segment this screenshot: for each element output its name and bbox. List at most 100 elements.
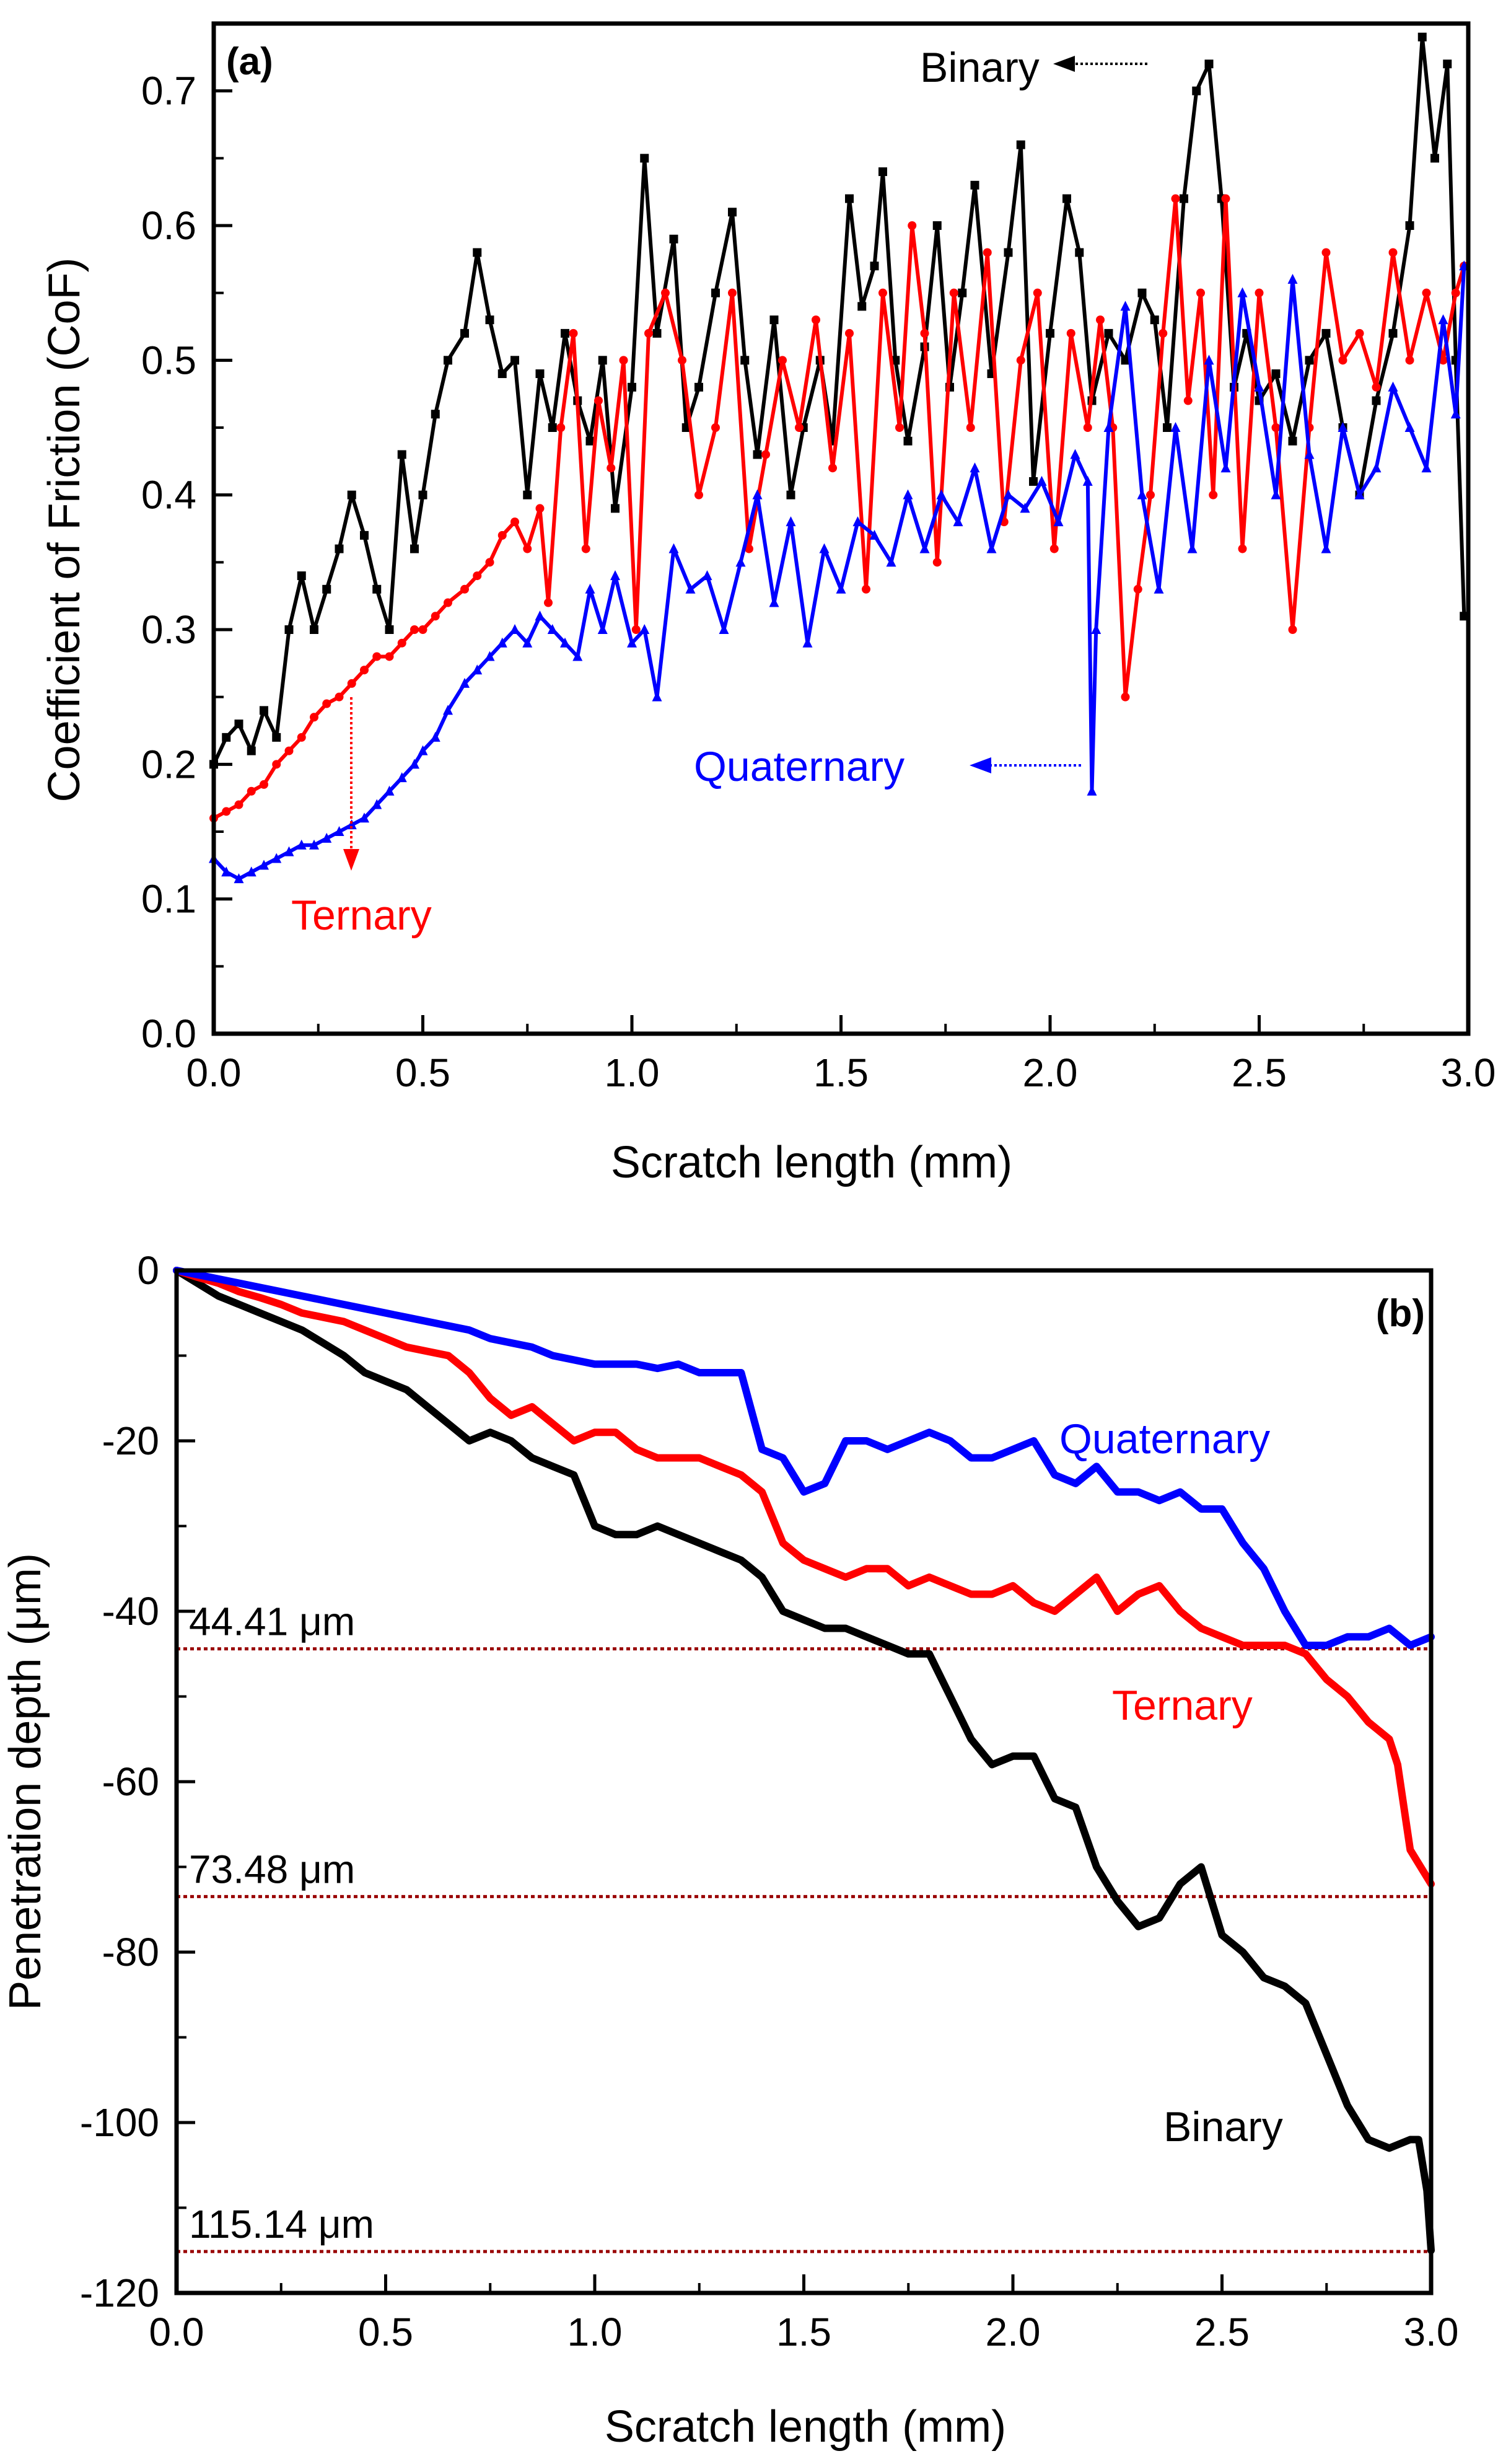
panel-b-y-tick-label: -80 — [102, 1930, 160, 1974]
panel-a-point-quaternary — [284, 846, 294, 856]
panel-a-point-ternary — [1422, 288, 1431, 297]
panel-a-point-binary — [958, 288, 967, 297]
panel-a-point-binary — [385, 625, 394, 634]
panel-a-y-tick-label: 0.2 — [141, 742, 196, 786]
panel-a-cof-chart: 0.0 0.5 1.0 1.5 2.0 2.5 3.0 0.0 0.1 0.2 0.3 0.4 0.5 0… — [40, 21, 1496, 1187]
panel-a-point-quaternary — [1020, 503, 1030, 513]
panel-a-point-quaternary — [443, 705, 453, 715]
panel-b-x-axis-title: Scratch length (mm) — [605, 2402, 1006, 2452]
panel-a-point-binary — [1104, 328, 1113, 338]
panel-a-point-ternary — [431, 612, 440, 621]
panel-a-point-binary — [1046, 328, 1054, 338]
panel-a-point-ternary — [862, 584, 870, 594]
panel-a-point-quaternary — [430, 731, 440, 742]
panel-a-point-binary — [878, 167, 887, 177]
panel-a-point-binary — [247, 746, 256, 755]
panel-a-point-ternary — [966, 423, 975, 432]
panel-a-point-binary — [485, 315, 494, 325]
panel-a-point-binary — [297, 571, 306, 581]
panel-a-point-quaternary — [919, 543, 930, 553]
panel-a-point-ternary — [1133, 584, 1142, 594]
panel-a-point-ternary — [535, 504, 545, 513]
panel-a-point-binary — [694, 382, 703, 392]
panel-a-point-quaternary — [1450, 408, 1461, 419]
panel-a-point-ternary — [410, 625, 419, 634]
panel-a-point-binary — [310, 625, 318, 634]
panel-a-y-tick-label: 0.4 — [141, 473, 196, 517]
panel-a-label: (a) — [226, 40, 273, 83]
panel-a-point-ternary — [523, 544, 532, 553]
panel-a-plot-frame — [211, 21, 1471, 1036]
panel-a-point-ternary — [745, 544, 753, 553]
panel-b-annotation-quaternary: Quaternary — [1059, 1415, 1270, 1463]
panel-a-y-tick-label: 0.1 — [141, 877, 196, 922]
panel-a-point-quaternary — [970, 462, 980, 473]
panel-a-point-ternary — [728, 288, 737, 297]
panel-a-point-quaternary — [460, 677, 470, 688]
panel-a-point-quaternary — [322, 832, 332, 843]
panel-b-reference-lines: 44.41 μm 73.48 μm 115.14 μm — [177, 1599, 1431, 2253]
panel-a-point-binary — [222, 733, 231, 742]
panel-a-point-quaternary — [802, 637, 813, 648]
panel-a-point-ternary — [234, 800, 243, 809]
panel-a-point-binary — [1163, 423, 1172, 432]
panel-a-point-quaternary — [610, 570, 620, 581]
panel-a-point-binary — [1204, 59, 1214, 69]
panel-a-point-ternary — [949, 288, 958, 297]
panel-b-annotation-ternary: Ternary — [1112, 1682, 1253, 1729]
panel-a-point-ternary — [247, 786, 256, 796]
panel-a-point-ternary — [661, 288, 670, 297]
panel-a-point-binary — [903, 436, 913, 446]
panel-b-series-lines — [173, 1267, 1435, 2255]
panel-a-point-quaternary — [903, 489, 913, 499]
panel-a-point-quaternary — [497, 637, 507, 648]
panel-a-point-quaternary — [1321, 543, 1331, 553]
panel-a-point-binary — [284, 625, 294, 634]
panel-a-point-ternary — [444, 598, 452, 607]
panel-a-point-ternary — [347, 679, 356, 688]
panel-a-point-binary — [628, 382, 636, 392]
panel-a-point-quaternary — [953, 516, 963, 527]
panel-a-point-ternary — [260, 780, 268, 789]
panel-a-annotation-ternary-arrowhead — [343, 849, 359, 871]
panel-a-point-quaternary — [819, 543, 830, 553]
panel-a-point-binary — [669, 234, 678, 244]
panel-a-point-ternary — [1355, 328, 1364, 338]
panel-a-point-quaternary — [246, 866, 256, 877]
panel-a-point-ternary — [778, 356, 787, 365]
panel-a-point-binary — [561, 328, 569, 338]
panel-a-point-binary — [1150, 315, 1159, 325]
panel-a-point-binary — [1388, 328, 1398, 338]
panel-a-point-quaternary — [1371, 462, 1382, 473]
panel-a-point-ternary — [932, 558, 942, 567]
panel-a-point-binary — [372, 584, 382, 594]
panel-a-point-quaternary — [309, 839, 319, 850]
panel-a-point-quaternary — [1237, 287, 1248, 297]
panel-a-point-quaternary — [359, 812, 369, 823]
panel-a-annotation-quaternary: Quaternary — [694, 743, 904, 790]
panel-a-point-ternary — [335, 692, 344, 702]
panel-a-point-quaternary — [1404, 422, 1415, 432]
panel-a-point-binary — [845, 194, 854, 203]
panel-a-point-quaternary — [735, 557, 746, 567]
panel-a-point-quaternary — [271, 853, 282, 863]
panel-a-point-ternary — [1209, 490, 1218, 499]
panel-a-point-binary — [1016, 140, 1025, 149]
panel-a-point-binary — [360, 530, 369, 540]
panel-a-point-binary — [1405, 221, 1414, 230]
panel-a-series-line-binary — [212, 35, 1466, 767]
panel-a-point-binary — [1004, 248, 1013, 257]
panel-a-point-ternary — [631, 625, 641, 634]
panel-b-reference-label-73-48-m: 73.48 μm — [189, 1847, 355, 1891]
panel-a-point-ternary — [297, 733, 306, 742]
panel-b-y-tick-label: -120 — [80, 2271, 159, 2315]
panel-a-point-quaternary — [639, 624, 650, 634]
panel-a-point-quaternary — [522, 637, 533, 648]
panel-b-y-tick-label: -20 — [102, 1419, 160, 1463]
panel-a-point-quaternary — [396, 772, 407, 783]
panel-a-point-quaternary — [685, 583, 696, 594]
panel-a-point-quaternary — [296, 839, 307, 850]
panel-a-point-ternary — [812, 315, 820, 325]
panel-a-point-quaternary — [1354, 489, 1365, 499]
panel-a-point-quaternary — [719, 624, 729, 634]
